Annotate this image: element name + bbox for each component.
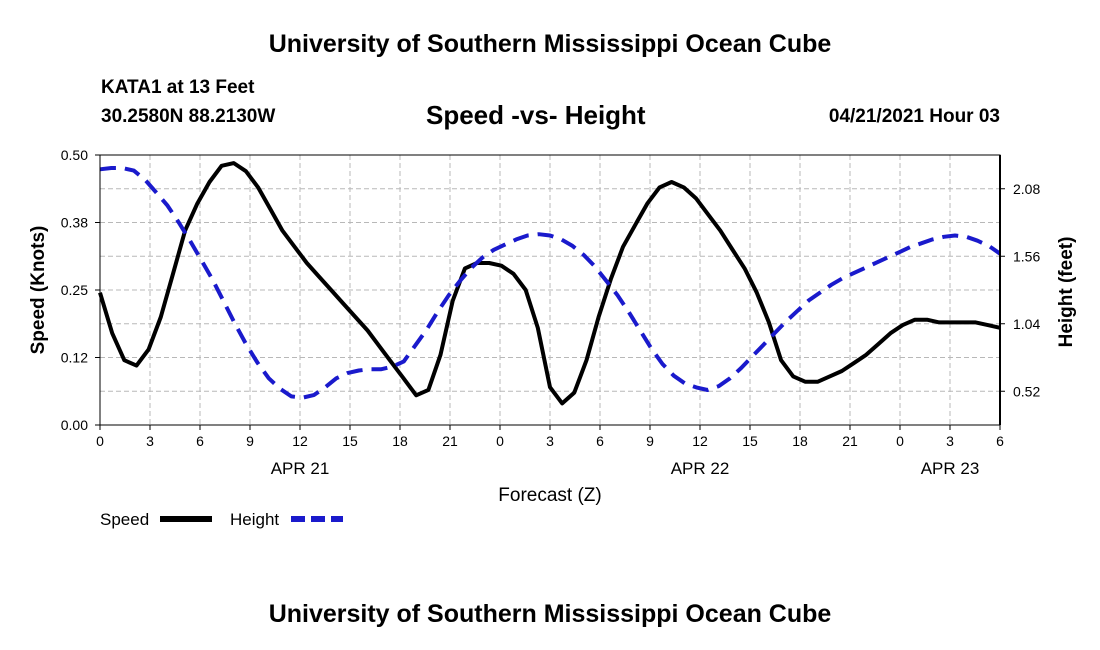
y-tick-label: 0.00 — [61, 417, 88, 433]
x-tick-label: 9 — [646, 433, 654, 449]
x-tick-label: 21 — [842, 433, 858, 449]
date-label: APR 23 — [921, 459, 980, 478]
x-tick-label: 15 — [342, 433, 358, 449]
x-tick-label: 6 — [196, 433, 204, 449]
page-title-top: University of Southern Mississippi Ocean… — [268, 30, 832, 58]
x-tick-label: 12 — [692, 433, 708, 449]
x-tick-label: 12 — [292, 433, 308, 449]
x-tick-label: 21 — [442, 433, 458, 449]
series-line-speed — [98, 161, 1001, 406]
y-tick-label: 0.38 — [61, 215, 88, 231]
y-tick-label: 0.12 — [61, 350, 88, 366]
y-axis-title: Speed (Knots) — [28, 226, 49, 355]
date-label: APR 22 — [671, 459, 730, 478]
date-label: APR 21 — [271, 459, 330, 478]
x-tick-label: 18 — [792, 433, 808, 449]
location-label: 30.2580N 88.2130W — [101, 106, 276, 127]
x-tick-label: 18 — [392, 433, 408, 449]
page-title-bottom: University of Southern Mississippi Ocean… — [268, 600, 832, 628]
x-tick-label: 3 — [946, 433, 954, 449]
chart-title: Speed -vs- Height — [426, 100, 646, 130]
x-tick-label: 3 — [146, 433, 154, 449]
y-tick-label: 0.25 — [61, 282, 88, 298]
y2-tick-label: 2.08 — [1013, 181, 1040, 197]
station-label: KATA1 at 13 Feet — [101, 77, 255, 98]
series-line-height — [99, 166, 1002, 400]
datetime-label: 04/21/2021 Hour 03 — [828, 106, 1000, 127]
x-tick-label: 0 — [496, 433, 504, 449]
legend-label-speed: Speed — [100, 510, 149, 529]
x-tick-label: 6 — [996, 433, 1004, 449]
x-tick-label: 0 — [96, 433, 104, 449]
y2-axis-title: Height (feet) — [1056, 237, 1077, 348]
x-tick-label: 9 — [246, 433, 254, 449]
y-tick-label: 0.50 — [61, 147, 88, 163]
legend-label-height: Height — [230, 510, 279, 529]
x-axis-title: Forecast (Z) — [498, 485, 601, 506]
x-tick-label: 0 — [896, 433, 904, 449]
x-tick-label: 15 — [742, 433, 758, 449]
y2-tick-label: 0.52 — [1013, 383, 1040, 399]
y2-tick-label: 1.04 — [1013, 316, 1040, 332]
y2-tick-label: 1.56 — [1013, 248, 1040, 264]
x-tick-label: 3 — [546, 433, 554, 449]
x-tick-label: 6 — [596, 433, 604, 449]
